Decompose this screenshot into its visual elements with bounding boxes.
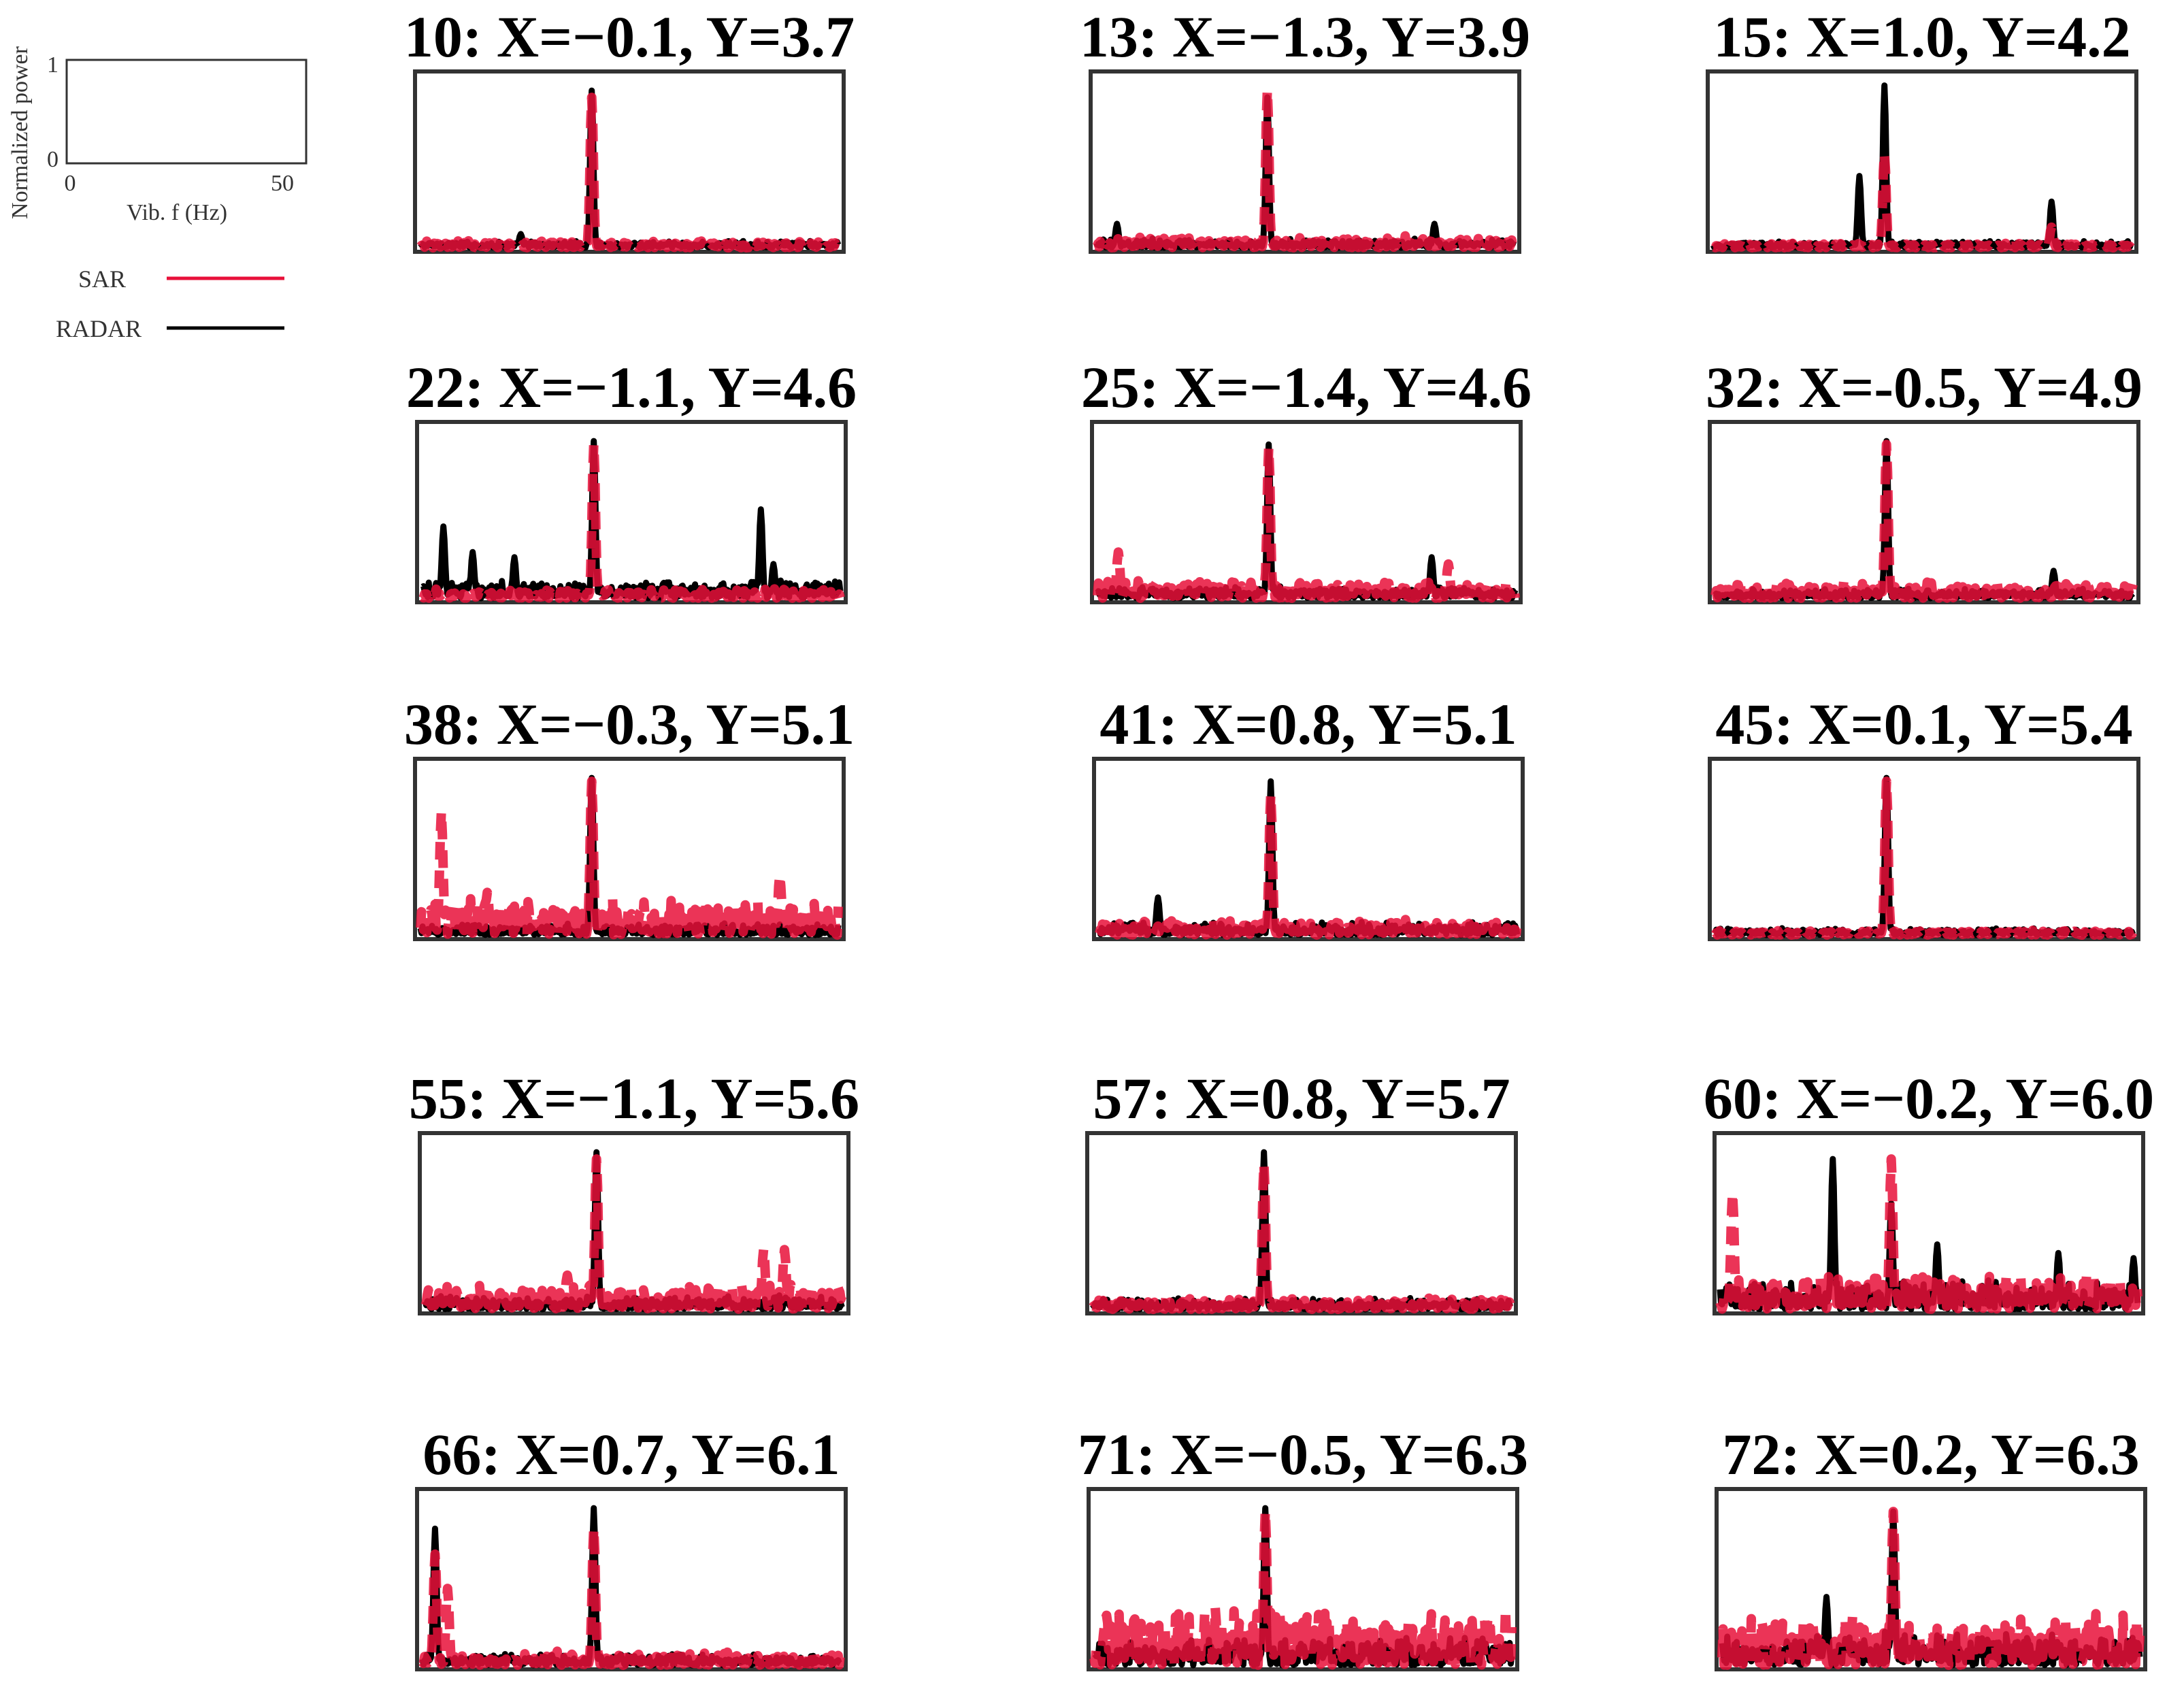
sar-series-line bbox=[418, 1524, 845, 1670]
panel-axes-frame bbox=[1708, 420, 2140, 604]
spectrum-panel: 41: X=0.8, Y=5.1 bbox=[1092, 691, 1525, 941]
spectrum-panel: 22: X=−1.1, Y=4.6 bbox=[406, 355, 857, 604]
spectrum-panel: 66: X=0.7, Y=6.1 bbox=[415, 1422, 848, 1671]
radar-series-line bbox=[1710, 82, 2134, 251]
radar-series-line bbox=[1096, 778, 1521, 938]
panel-title: 66: X=0.7, Y=6.1 bbox=[423, 1422, 840, 1487]
spectrum-panel: 10: X=−0.1, Y=3.7 bbox=[404, 4, 855, 254]
panel-title: 71: X=−0.5, Y=6.3 bbox=[1078, 1422, 1528, 1487]
sar-series-line bbox=[1717, 1507, 2145, 1670]
spectrum-panel: 38: X=−0.3, Y=5.1 bbox=[404, 691, 855, 941]
panel-title: 57: X=0.8, Y=5.7 bbox=[1093, 1066, 1510, 1131]
spectrum-panel: 57: X=0.8, Y=5.7 bbox=[1085, 1066, 1518, 1315]
panel-title: 32: X=-0.5, Y=4.9 bbox=[1706, 355, 2142, 420]
sar-series-line bbox=[1095, 790, 1522, 940]
radar-series-line bbox=[422, 1149, 845, 1313]
radar-series-line bbox=[1093, 94, 1517, 251]
radar-series-line bbox=[1713, 438, 2136, 602]
legend-key: Normalized power 1 0 0 50 Vib. f (Hz) SA… bbox=[7, 46, 308, 342]
panel-axes-frame bbox=[415, 420, 848, 604]
legend-xtick-right: 50 bbox=[271, 171, 294, 196]
panel-axes-frame bbox=[1089, 69, 1521, 254]
radar-series-line bbox=[1712, 774, 2136, 938]
radar-series-line bbox=[419, 1505, 842, 1669]
sar-series-line bbox=[1710, 440, 2138, 603]
sar-series-line bbox=[1089, 1507, 1517, 1670]
panel-title: 10: X=−0.1, Y=3.7 bbox=[404, 4, 855, 69]
spectrum-panels: 10: X=−0.1, Y=3.7 13: X=−1.3, Y=3.9 15: X=… bbox=[404, 4, 2154, 1671]
spectrum-panel: 71: X=−0.5, Y=6.3 bbox=[1078, 1422, 1528, 1671]
radar-series-line bbox=[1090, 1149, 1514, 1313]
panel-axes-frame bbox=[1092, 757, 1525, 941]
spectrum-panel: 60: X=−0.2, Y=6.0 bbox=[1704, 1066, 2154, 1315]
panel-title: 41: X=0.8, Y=5.1 bbox=[1099, 691, 1517, 757]
sar-series-line bbox=[1089, 1159, 1515, 1314]
panel-title: 13: X=−1.3, Y=3.9 bbox=[1080, 4, 1530, 69]
sar-series-line bbox=[1715, 1154, 2142, 1314]
sar-series-line bbox=[1093, 443, 1520, 603]
legend-ytick-bottom: 0 bbox=[47, 147, 59, 172]
spectrum-panel: 72: X=0.2, Y=6.3 bbox=[1715, 1422, 2147, 1671]
panel-title: 15: X=1.0, Y=4.2 bbox=[1713, 4, 2130, 69]
spectrum-panel: 25: X=−1.4, Y=4.6 bbox=[1081, 355, 1532, 604]
panel-axes-frame bbox=[1708, 757, 2140, 941]
panel-axes-frame bbox=[1706, 69, 2138, 254]
legend-entry-sar-label: SAR bbox=[78, 265, 126, 293]
panel-axes-frame bbox=[418, 1131, 850, 1315]
spectrum-panel: 13: X=−1.3, Y=3.9 bbox=[1080, 4, 1530, 254]
spectrum-panel: 55: X=−1.1, Y=5.6 bbox=[409, 1066, 859, 1315]
sar-series-line bbox=[418, 440, 845, 603]
spectrum-panel: 45: X=0.1, Y=5.4 bbox=[1708, 691, 2140, 941]
legend-axes-frame bbox=[65, 59, 308, 165]
panel-axes-frame bbox=[415, 1487, 848, 1671]
panel-title: 22: X=−1.1, Y=4.6 bbox=[406, 355, 857, 420]
panel-axes-frame bbox=[1090, 420, 1523, 604]
panel-axes-frame bbox=[1715, 1487, 2147, 1671]
panel-title: 55: X=−1.1, Y=5.6 bbox=[409, 1066, 859, 1131]
sar-series-line bbox=[420, 1154, 847, 1314]
legend-xtick-left: 0 bbox=[65, 171, 76, 196]
sar-series-line bbox=[1711, 776, 2138, 940]
legend-xlabel: Vib. f (Hz) bbox=[127, 200, 227, 225]
legend-ytick-top: 1 bbox=[47, 52, 59, 78]
panel-title: 72: X=0.2, Y=6.3 bbox=[1722, 1422, 2139, 1487]
panel-title: 38: X=−0.3, Y=5.1 bbox=[404, 691, 855, 757]
sar-series-line bbox=[416, 93, 843, 252]
panel-title: 25: X=−1.4, Y=4.6 bbox=[1081, 355, 1532, 420]
panel-axes-frame bbox=[1085, 1131, 1518, 1315]
radar-series-line bbox=[418, 87, 842, 251]
panel-title: 45: X=0.1, Y=5.4 bbox=[1715, 691, 2132, 757]
spectrum-panel: 15: X=1.0, Y=4.2 bbox=[1706, 4, 2138, 254]
panel-axes-frame bbox=[413, 757, 846, 941]
legend-entry-radar-label: RADAR bbox=[56, 315, 142, 342]
spectrum-panel: 32: X=-0.5, Y=4.9 bbox=[1706, 355, 2142, 604]
panel-axes-frame bbox=[1087, 1487, 1519, 1671]
radar-series-line bbox=[420, 438, 844, 602]
sar-series-line bbox=[1709, 148, 2135, 252]
panel-axes-frame bbox=[413, 69, 846, 254]
legend-ylabel: Normalized power bbox=[7, 46, 33, 219]
sar-series-line bbox=[416, 776, 843, 940]
radar-series-line bbox=[1095, 441, 1519, 602]
panel-title: 60: X=−0.2, Y=6.0 bbox=[1704, 1066, 2154, 1131]
sar-series-line bbox=[1092, 86, 1518, 252]
